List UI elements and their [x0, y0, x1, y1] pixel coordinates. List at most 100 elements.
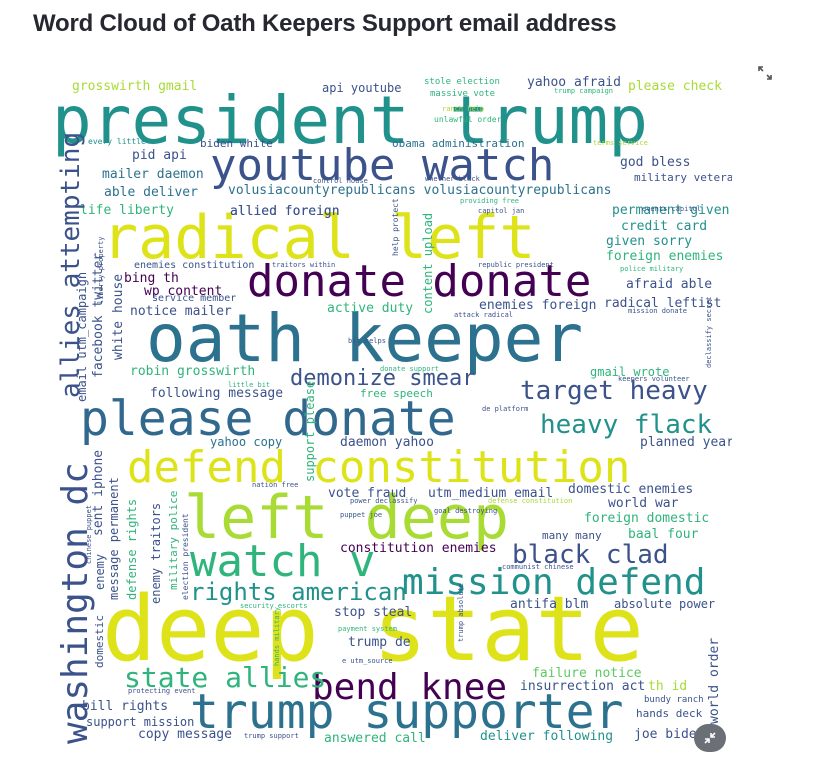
cloud-word: service member	[152, 293, 237, 304]
cloud-word: oath keeper	[146, 300, 584, 377]
cloud-word: following message	[150, 386, 284, 401]
cloud-word: bit helps	[348, 337, 386, 345]
cloud-word: events capitol	[642, 205, 702, 213]
cloud-word: absolute power	[614, 597, 716, 611]
cloud-word: message permanent	[107, 477, 121, 600]
cloud-word: traitors within	[272, 261, 336, 269]
cloud-word: unlawful order	[434, 115, 502, 124]
cloud-word: vote fraud	[328, 486, 407, 501]
cloud-word: every little	[88, 137, 146, 146]
cloud-word: donate support	[380, 365, 440, 373]
cloud-word: rights american	[190, 578, 407, 606]
cloud-word: republic president	[478, 261, 554, 269]
expand-icon[interactable]	[754, 62, 776, 84]
cloud-word: nation free	[252, 481, 299, 489]
cloud-word: planned year	[640, 435, 732, 450]
cloud-word: terms service	[593, 139, 648, 147]
cloud-word: support please	[303, 380, 317, 482]
cloud-word: trump supporter	[190, 684, 624, 740]
cloud-word: security escorts	[240, 602, 308, 610]
cloud-word: please donate	[80, 391, 456, 447]
cloud-word: bing th	[124, 271, 179, 286]
cloud-word: trump absolute	[457, 582, 465, 642]
cloud-word: domestic	[93, 615, 106, 668]
cloud-word: foreign domestic	[584, 511, 710, 526]
cloud-word: goal destroying	[434, 507, 498, 515]
cloud-word: biden white	[200, 137, 273, 150]
cloud-word: target heavy	[520, 376, 708, 406]
cloud-word: enemy	[93, 553, 107, 590]
cloud-word: volusiacountyrepublicans volusiacountyre…	[228, 183, 612, 198]
cloud-word: power declassify	[350, 497, 418, 505]
cloud-word: puppet joe	[340, 511, 383, 519]
cloud-word: world war	[608, 496, 679, 511]
cloud-word: massive vote	[430, 89, 496, 99]
cloud-word: grosswirth gmail	[72, 79, 198, 94]
cloud-word: bill rights	[82, 699, 169, 714]
cloud-word: payment system	[338, 625, 398, 633]
cloud-word: protecting event	[128, 687, 196, 695]
cloud-word: communist chinese	[502, 563, 574, 571]
cloud-word: hands military	[273, 606, 281, 666]
cloud-word: antifa blm	[510, 597, 589, 612]
cloud-word: daemon yahoo	[340, 435, 434, 450]
cloud-word: given sorry	[606, 234, 693, 249]
cloud-word: foreign enemies	[606, 249, 724, 264]
cloud-word: military police	[167, 490, 180, 590]
cloud-word: little bit	[228, 381, 271, 389]
cloud-word: insurrection act	[520, 679, 646, 694]
cloud-word: sent iphone	[91, 449, 106, 536]
cloud-word: failure notice	[532, 666, 642, 681]
cloud-word: attack radical	[454, 311, 514, 319]
cloud-word: whether black	[425, 175, 480, 183]
cloud-word: radical leftist	[604, 296, 722, 311]
cloud-word: deep state	[102, 577, 644, 682]
cloud-word: allied foreign	[230, 204, 340, 219]
cloud-word: bundy ranch	[644, 695, 704, 705]
cloud-word: mission donate	[628, 307, 688, 315]
cloud-word: watch v	[190, 536, 376, 587]
cloud-word: state allies	[124, 661, 327, 694]
cloud-word: black clad	[512, 540, 669, 570]
cloud-word: declassify secret	[705, 296, 713, 368]
cloud-word: world order	[707, 637, 722, 724]
cloud-word: credit card	[621, 219, 708, 234]
cloud-word: left deep	[184, 483, 510, 553]
cloud-word: gmail wrote	[590, 365, 670, 379]
cloud-word: domestic enemies	[568, 482, 694, 497]
cloud-word: defense constitution	[488, 497, 573, 505]
cloud-word: chinese puppet	[85, 504, 93, 564]
cloud-word: wp content	[144, 284, 223, 299]
cloud-word: able deliver	[104, 185, 198, 200]
cloud-word: joe biden	[634, 727, 705, 742]
cloud-word: bend knee	[312, 667, 508, 708]
cloud-word: radical left	[102, 203, 536, 273]
cloud-word: constitution enemies	[340, 541, 497, 556]
cloud-word: afraid able	[626, 277, 713, 292]
cloud-word: email utm_campaign	[75, 271, 89, 402]
cloud-word: capitol jan	[478, 207, 525, 215]
cloud-word: defense rights	[125, 498, 139, 600]
cloud-word: liberty property	[97, 236, 105, 304]
cloud-word: active duty	[327, 301, 414, 316]
cloud-word: th id	[648, 679, 688, 694]
cloud-word: copy message	[138, 727, 232, 742]
cloud-word: mission defend	[402, 562, 706, 603]
cloud-word: deliver following	[480, 729, 614, 744]
cloud-word: api youtube	[322, 81, 402, 95]
cloud-word: defend constitution	[127, 442, 631, 493]
cloud-word: ranch help	[442, 105, 485, 113]
cloud-word: answered call	[324, 731, 426, 746]
cloud-word: trump campaign	[554, 87, 614, 95]
cloud-word: heavy flack	[540, 410, 713, 440]
cloud-word: control house	[313, 177, 368, 185]
chart-title: Word Cloud of Oath Keepers Support email…	[33, 10, 617, 37]
cloud-word: police military	[620, 265, 684, 273]
cloud-word: donate donate	[247, 256, 592, 307]
collapse-icon[interactable]	[694, 724, 726, 752]
cloud-word: notice mailer	[130, 304, 232, 319]
cloud-word: election president	[181, 513, 190, 600]
cloud-word: many many	[542, 529, 602, 542]
word-cloud-image: president trump youtube watch radical left…	[42, 60, 732, 750]
cloud-word: mailer daemon	[102, 167, 204, 182]
